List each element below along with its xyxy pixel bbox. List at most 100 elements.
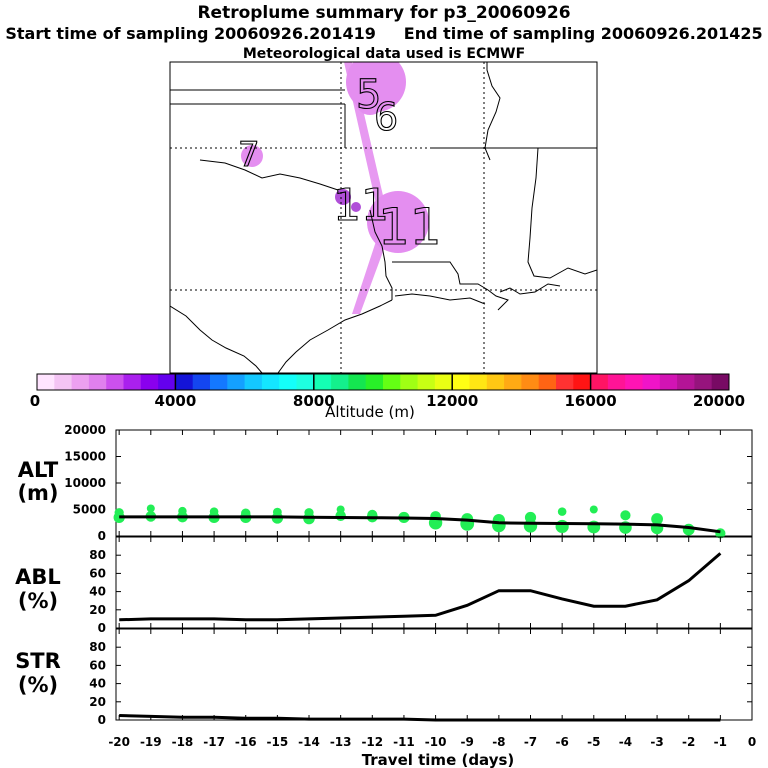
panel-unit: (%): [18, 673, 58, 697]
y-tick-label: 20000: [64, 423, 106, 437]
y-tick-label: 80: [89, 548, 106, 562]
colorbar-cell: [37, 374, 55, 390]
x-tick-label: -3: [650, 735, 663, 749]
altitude-point: [555, 519, 569, 534]
colorbar-cell: [607, 374, 626, 390]
altitude-point: [336, 505, 345, 514]
x-tick-label: -20: [108, 735, 130, 749]
chart-title: Retroplume summary for p3_20060926: [197, 3, 571, 23]
y-tick-label: 60: [89, 566, 106, 580]
x-tick-label: -4: [619, 735, 632, 749]
colorbar-cell: [642, 374, 661, 390]
colorbar-cell: [88, 374, 107, 390]
colorbar-cell: [711, 374, 730, 390]
colorbar-cell: [158, 374, 176, 390]
x-tick-label: -13: [330, 735, 352, 749]
panel-unit: (m): [17, 481, 58, 505]
day-label-7: 7: [238, 135, 260, 175]
met-data-label: Meteorological data used is ECMWF: [242, 46, 526, 62]
colorbar-cell: [556, 374, 574, 390]
altitude-point: [114, 508, 124, 518]
colorbar-cell: [538, 374, 557, 390]
x-tick-label: -1: [714, 735, 727, 749]
x-tick-label: -5: [587, 735, 600, 749]
colorbar-cell: [504, 374, 522, 390]
colorbar-cell: [677, 374, 695, 390]
colorbar-tick-label: 4000: [155, 392, 197, 410]
x-tick-label: -7: [524, 735, 537, 749]
altitude-point: [557, 507, 567, 516]
x-tick-label: -19: [140, 735, 162, 749]
x-tick-label: -14: [298, 735, 320, 749]
panel-frame: [115, 628, 753, 721]
x-tick-label: -18: [172, 735, 194, 749]
colorbar-cell: [659, 374, 678, 390]
series-line: [119, 515, 721, 534]
y-tick-label: 40: [89, 585, 106, 599]
colorbar-cell: [261, 374, 280, 390]
colorbar-cell: [625, 374, 643, 390]
colorbar-cell: [192, 374, 211, 390]
altitude-point: [209, 507, 219, 516]
colorbar-cell: [54, 374, 73, 390]
colorbar-cell: [331, 374, 349, 390]
altitude-point: [304, 508, 314, 518]
colorbar-tick-label: 20000: [693, 392, 745, 410]
panel-label: STR: [15, 649, 61, 673]
altitude-point: [620, 510, 631, 521]
colorbar-tick-label: 8000: [293, 392, 335, 410]
colorbar-cell: [452, 374, 470, 390]
y-tick-label: 40: [89, 677, 106, 691]
plume-blob-day11: [367, 191, 429, 253]
day-labels: 5 6 7 11 11: [237, 71, 442, 256]
x-tick-label: -11: [393, 735, 415, 749]
x-tick-label: -6: [555, 735, 568, 749]
colorbar-cell: [348, 374, 367, 390]
altitude-colorbar: 0 4000 8000 12000 16000 20000 Altitude (m): [30, 373, 745, 420]
colorbar-tick-label: 0: [30, 392, 40, 410]
colorbar-cell: [71, 374, 90, 390]
x-tick-label: 0: [748, 735, 756, 749]
y-tick-label: 80: [89, 640, 106, 654]
day-label-11b: 11: [378, 198, 442, 256]
day-label-5: 5: [356, 72, 381, 118]
panel-frame: [115, 536, 753, 629]
altitude-point: [146, 504, 155, 513]
y-tick-label: 5000: [73, 503, 106, 517]
colorbar-label: Altitude (m): [325, 403, 415, 420]
colorbar-cell: [279, 374, 297, 390]
x-axis-label: Travel time (days): [362, 751, 515, 768]
end-time-label: End time of sampling 20060926.201425: [403, 24, 763, 43]
x-tick-label: -9: [461, 735, 474, 749]
altitude-point: [272, 507, 282, 517]
colorbar-cell: [296, 374, 315, 390]
x-tick-label: -10: [425, 735, 447, 749]
colorbar-cell: [521, 374, 540, 390]
altitude-point: [178, 506, 187, 516]
plume-blob-day7: [241, 145, 263, 167]
colorbar-cell: [469, 374, 488, 390]
panel-label: ALT: [18, 458, 59, 482]
colorbar-cell: [383, 374, 401, 390]
map-boundaries: [170, 62, 597, 373]
x-tick-label: -16: [235, 735, 257, 749]
colorbar-cell: [400, 374, 419, 390]
colorbar-cell: [227, 374, 246, 390]
x-tick-label: -2: [682, 735, 695, 749]
colorbar-cell: [175, 374, 194, 390]
colorbar-cell: [210, 374, 228, 390]
plume-map: 5 6 7 11 11: [169, 61, 598, 374]
colorbar-cell: [486, 374, 505, 390]
altitude-point: [682, 523, 695, 536]
y-tick-label: 0: [98, 621, 106, 635]
day-label-6: 6: [374, 95, 398, 139]
colorbar-tick-label: 12000: [426, 392, 478, 410]
x-tick-label: -17: [203, 735, 225, 749]
colorbar-cell: [434, 374, 453, 390]
colorbar-cell: [573, 374, 592, 390]
y-tick-label: 60: [89, 658, 106, 672]
panel-label: ABL: [15, 565, 61, 589]
altitude-point: [589, 505, 598, 514]
y-tick-label: 15000: [64, 450, 106, 464]
y-tick-label: 0: [98, 529, 106, 543]
